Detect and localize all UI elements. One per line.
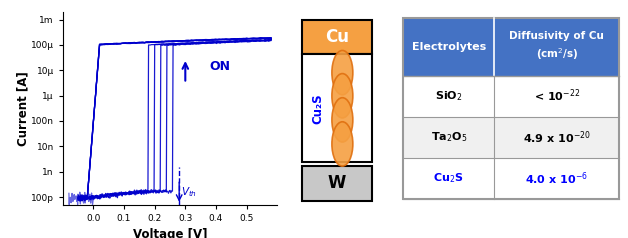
Text: Ta$_2$O$_5$: Ta$_2$O$_5$ <box>431 130 467 144</box>
Bar <box>403 18 619 75</box>
Text: $V_{th}$: $V_{th}$ <box>181 185 197 199</box>
Bar <box>403 158 619 199</box>
Y-axis label: Current [A]: Current [A] <box>16 71 30 146</box>
Text: Cu$_2$S: Cu$_2$S <box>433 171 464 185</box>
Bar <box>403 117 619 158</box>
Text: 4.9 x 10$^{-20}$: 4.9 x 10$^{-20}$ <box>522 129 591 145</box>
Circle shape <box>332 98 353 142</box>
Text: Electrolytes: Electrolytes <box>411 42 486 52</box>
Bar <box>403 75 619 117</box>
Text: W: W <box>328 174 346 193</box>
Text: Diffusivity of Cu
(cm$^2$/s): Diffusivity of Cu (cm$^2$/s) <box>509 31 604 62</box>
Circle shape <box>332 122 353 166</box>
Circle shape <box>332 50 353 95</box>
Text: Cu₂S: Cu₂S <box>311 93 324 124</box>
Bar <box>302 166 372 201</box>
X-axis label: Voltage [V]: Voltage [V] <box>133 228 207 238</box>
Text: < 10$^{-22}$: < 10$^{-22}$ <box>534 88 580 104</box>
Bar <box>302 54 372 162</box>
Text: ON: ON <box>210 60 231 73</box>
Text: 4.0 x 10$^{-6}$: 4.0 x 10$^{-6}$ <box>525 170 588 187</box>
Text: SiO$_2$: SiO$_2$ <box>435 89 462 103</box>
Circle shape <box>332 74 353 118</box>
Text: Cu: Cu <box>325 28 349 46</box>
Bar <box>302 20 372 54</box>
